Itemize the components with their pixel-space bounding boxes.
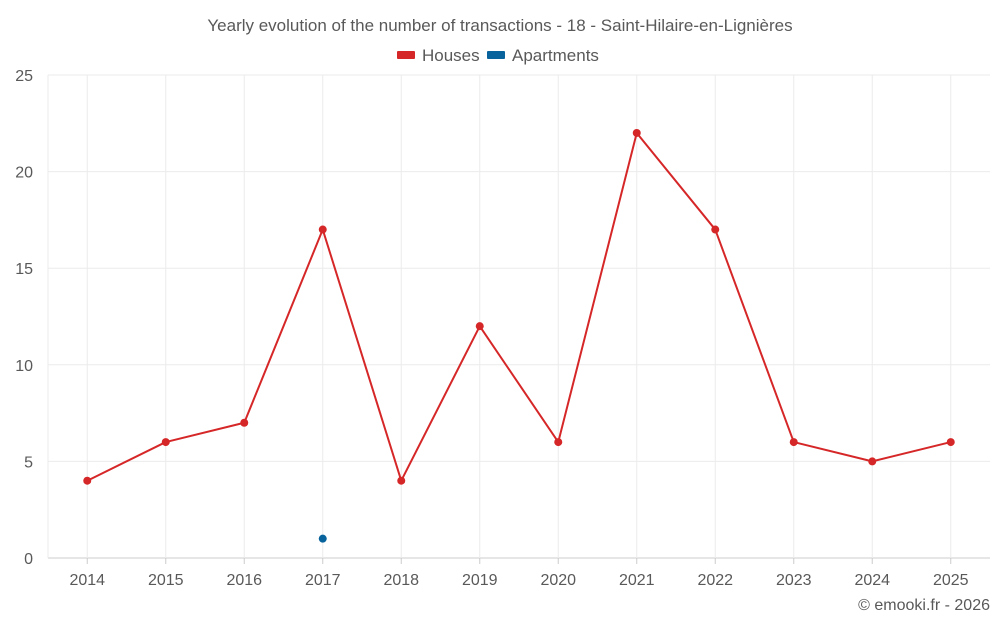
y-tick-label: 15 — [15, 261, 33, 278]
series-apartments — [318, 534, 327, 543]
series-line-houses — [86, 131, 951, 482]
data-point-houses[interactable] — [161, 438, 170, 447]
data-point-houses[interactable] — [397, 476, 406, 485]
legend-swatch — [397, 51, 415, 59]
x-tick-label: 2023 — [776, 572, 812, 589]
x-tick-label: 2021 — [619, 572, 655, 589]
legend-swatch — [487, 51, 505, 59]
x-tick-label: 2018 — [383, 572, 419, 589]
y-tick-label: 10 — [15, 358, 33, 375]
grid — [47, 74, 990, 564]
chart-title: Yearly evolution of the number of transa… — [207, 16, 792, 35]
legend[interactable]: Houses Apartments — [397, 46, 599, 65]
legend-item-apartments[interactable]: Apartments — [487, 46, 599, 65]
y-tick-label: 5 — [24, 454, 33, 471]
data-point-houses[interactable] — [554, 438, 563, 447]
data-point-houses[interactable] — [475, 322, 484, 331]
x-tick-label: 2014 — [69, 572, 105, 589]
x-tick-label: 2016 — [226, 572, 262, 589]
data-point-houses[interactable] — [632, 128, 641, 137]
x-tick-label: 2019 — [462, 572, 498, 589]
data-point-houses[interactable] — [83, 476, 92, 485]
legend-label: Houses — [422, 46, 480, 65]
data-point-houses[interactable] — [946, 438, 955, 447]
x-tick-label: 2022 — [697, 572, 733, 589]
legend-label: Apartments — [512, 46, 599, 65]
y-tick-label: 0 — [24, 551, 33, 568]
y-tick-label: 20 — [15, 165, 33, 182]
data-point-houses[interactable] — [711, 225, 720, 234]
series-houses — [83, 128, 955, 485]
y-tick-label: 25 — [15, 68, 33, 85]
series-layer — [83, 128, 955, 543]
data-point-apartments[interactable] — [318, 534, 327, 543]
legend-item-houses[interactable]: Houses — [397, 46, 480, 65]
x-tick-label: 2025 — [933, 572, 969, 589]
data-point-houses[interactable] — [868, 457, 877, 466]
x-tick-label: 2020 — [540, 572, 576, 589]
data-point-houses[interactable] — [240, 418, 249, 427]
x-axis-ticks: 2014 2015 2016 2017 2018 2019 2020 2021 2022 2023… — [69, 572, 968, 589]
data-point-houses[interactable] — [789, 438, 798, 447]
x-tick-label: 2015 — [148, 572, 184, 589]
y-axis-ticks: 0 5 10 15 20 25 — [15, 68, 33, 568]
x-tick-label: 2024 — [854, 572, 890, 589]
x-tick-label: 2017 — [305, 572, 341, 589]
data-point-houses[interactable] — [318, 225, 327, 234]
credit-text: © emooki.fr - 2026 — [858, 597, 990, 614]
